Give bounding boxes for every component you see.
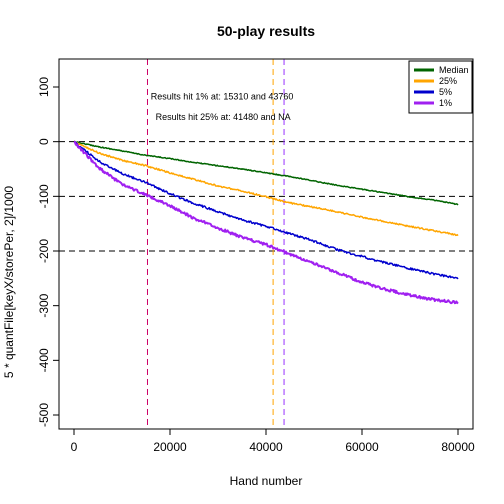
y-tick-label-m200: -200 (37, 239, 51, 263)
y-axis: -500 -400 -300 -200 -100 0 100 (37, 77, 59, 427)
y-tick-label-100: 100 (37, 77, 51, 97)
legend-label-median: Median (439, 65, 469, 75)
legend: Median 25% 5% 1% (408, 60, 473, 114)
series-5pct (73, 140, 459, 280)
series-25pct (73, 140, 459, 237)
legend-label-1pct: 1% (439, 98, 452, 108)
y-tick-label-0: 0 (37, 138, 51, 145)
reference-vlines (146, 59, 285, 429)
legend-label-25pct: 25% (439, 76, 457, 86)
y-tick-label-m400: -400 (37, 348, 51, 372)
x-tick-label-80000: 80000 (441, 440, 475, 454)
annotation-25pct: Results hit 25% at: 41480 and NA (156, 112, 291, 122)
series-median (73, 140, 459, 206)
x-tick-label-0: 0 (71, 440, 78, 454)
series-1pct (73, 140, 459, 305)
x-tick-label-40000: 40000 (249, 440, 283, 454)
chart-title: 50-play results (217, 23, 315, 39)
y-axis-label: 5 * quantFile[keyX/storePer, 2]/1000 (2, 186, 16, 378)
x-axis-label: Hand number (230, 474, 303, 488)
legend-label-5pct: 5% (439, 87, 452, 97)
x-axis: 0 20000 40000 60000 80000 (71, 429, 475, 454)
x-tick-label-20000: 20000 (153, 440, 187, 454)
series-lines (73, 140, 459, 305)
x-tick-label-60000: 60000 (345, 440, 379, 454)
y-tick-label-m500: -500 (37, 403, 51, 427)
y-tick-label-m100: -100 (37, 184, 51, 208)
y-tick-label-m300: -300 (37, 293, 51, 317)
annotation-1pct: Results hit 1% at: 15310 and 43760 (151, 92, 294, 102)
